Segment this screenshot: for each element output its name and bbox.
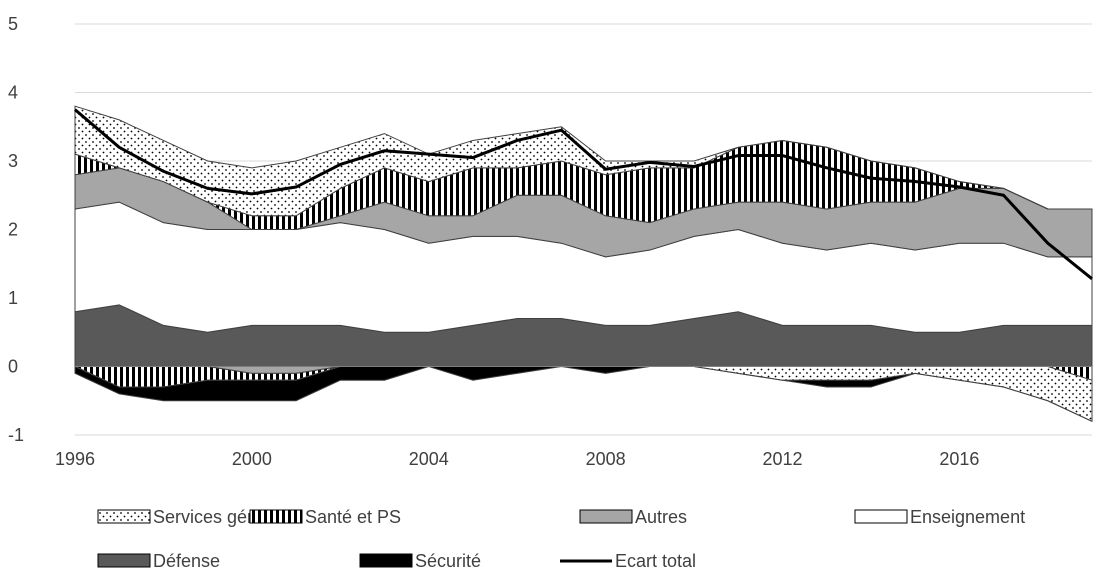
- legend-label: Sécurité: [415, 551, 481, 571]
- x-tick-label: 1996: [55, 449, 95, 469]
- stacked-areas: [74, 105, 1093, 423]
- legend-swatch: [854, 509, 908, 524]
- legend-swatch: [579, 509, 633, 524]
- y-tick-label: 4: [8, 83, 18, 103]
- legend-label: Santé et PS: [305, 507, 401, 527]
- y-tick-label: 2: [8, 220, 18, 240]
- y-tick-label: 0: [8, 357, 18, 377]
- legend-label: Enseignement: [910, 507, 1025, 527]
- legend: Services généraux Santé et PS Autres Enseig…: [97, 507, 1025, 571]
- y-tick-label: -1: [8, 425, 24, 445]
- x-tick-label: 2008: [586, 449, 626, 469]
- legend-swatch: [97, 509, 151, 524]
- axes: -1 0 1 2 3 4 5 1996 2000 2004 2008 2012 2016: [8, 14, 1092, 469]
- legend-label: Autres: [635, 507, 687, 527]
- total-line-layer: [74, 108, 1093, 280]
- x-tick-label: 2004: [409, 449, 449, 469]
- legend-swatch: [249, 509, 303, 524]
- y-tick-label: 1: [8, 288, 18, 308]
- legend-swatch: [359, 553, 413, 568]
- y-tick-label: 3: [8, 151, 18, 171]
- y-tick-label: 5: [8, 14, 18, 34]
- x-tick-label: 2012: [762, 449, 802, 469]
- x-tick-label: 2000: [232, 449, 272, 469]
- legend-swatch: [97, 553, 151, 568]
- x-tick-label: 2016: [939, 449, 979, 469]
- legend-label: Défense: [153, 551, 220, 571]
- area-services-g-n-raux: [74, 105, 1092, 217]
- total-line: [74, 108, 1093, 280]
- legend-label: Ecart total: [615, 551, 696, 571]
